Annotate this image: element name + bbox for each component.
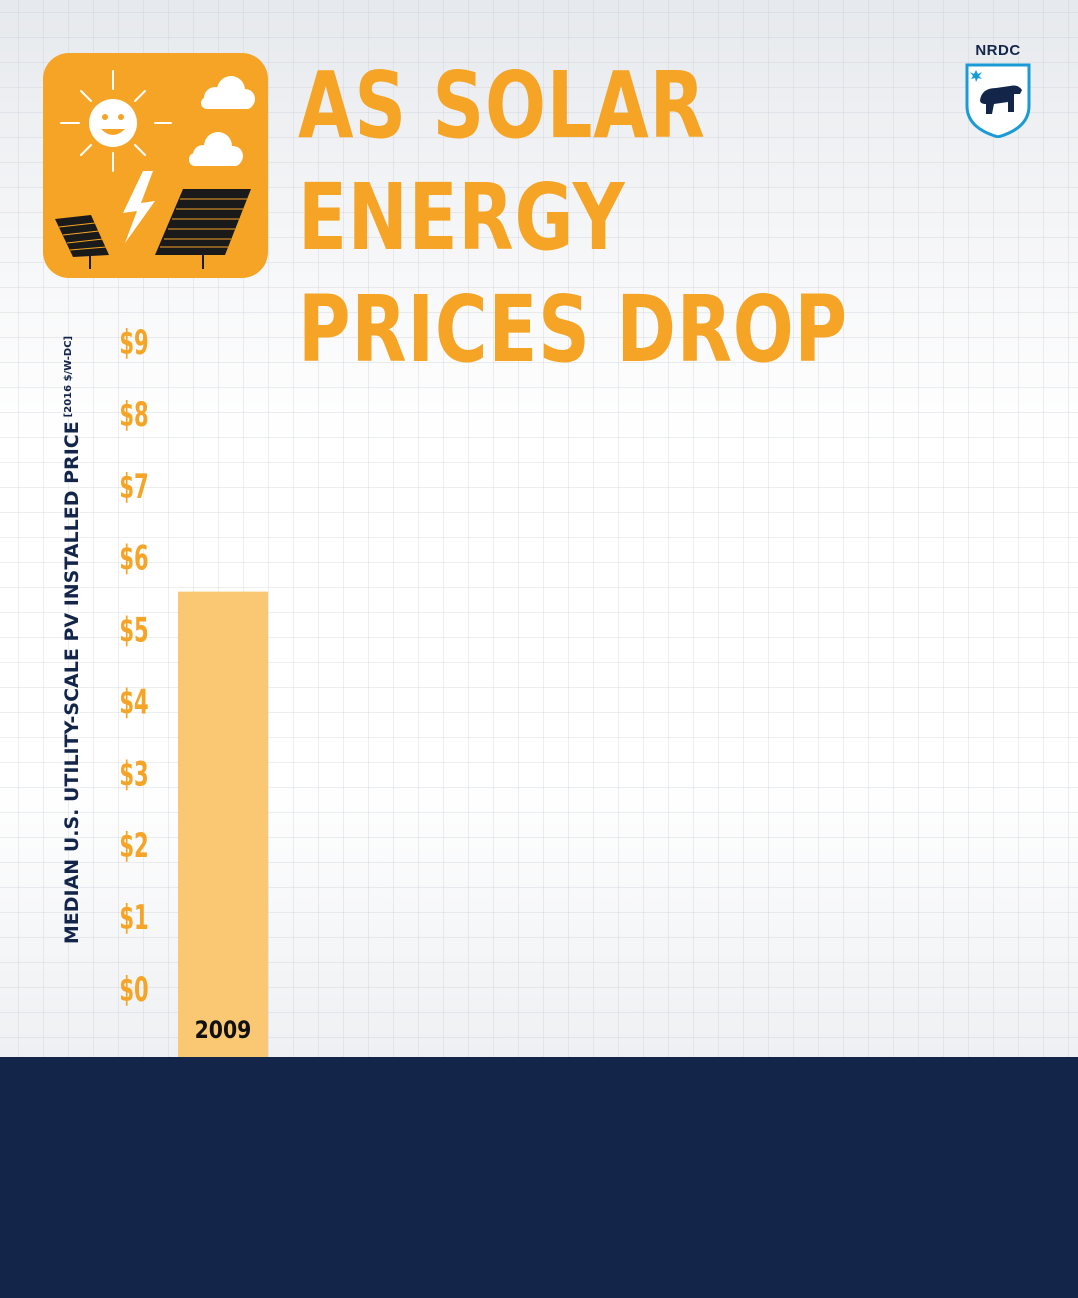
solar-panel-sun-icon	[43, 53, 268, 278]
page-title: AS SOLAR ENERGY PRICES DROP	[298, 50, 848, 386]
logo-text: NRDC	[975, 42, 1021, 59]
y-tick-label: $2	[119, 826, 148, 866]
nrdc-logo: NRDC	[958, 38, 1038, 138]
footer-band	[0, 1057, 1078, 1298]
y-tick-label: $6	[119, 538, 148, 578]
y-tick-label: $9	[119, 323, 148, 363]
x-category-label: 2009	[195, 1016, 252, 1044]
y-tick-label: $3	[119, 754, 148, 794]
y-tick-label: $8	[119, 395, 148, 435]
title-line-3: PRICES DROP	[298, 276, 848, 383]
y-tick-label: $7	[119, 467, 148, 507]
bear-shield-icon	[965, 63, 1031, 138]
y-tick-label: $5	[119, 610, 148, 650]
title-line-2: ENERGY	[298, 164, 626, 271]
y-tick-label: $0	[119, 970, 148, 1010]
y-tick-label: $4	[119, 682, 148, 722]
bar	[178, 591, 268, 1057]
y-tick-label: $1	[119, 898, 148, 938]
title-line-1: AS SOLAR	[298, 52, 706, 159]
